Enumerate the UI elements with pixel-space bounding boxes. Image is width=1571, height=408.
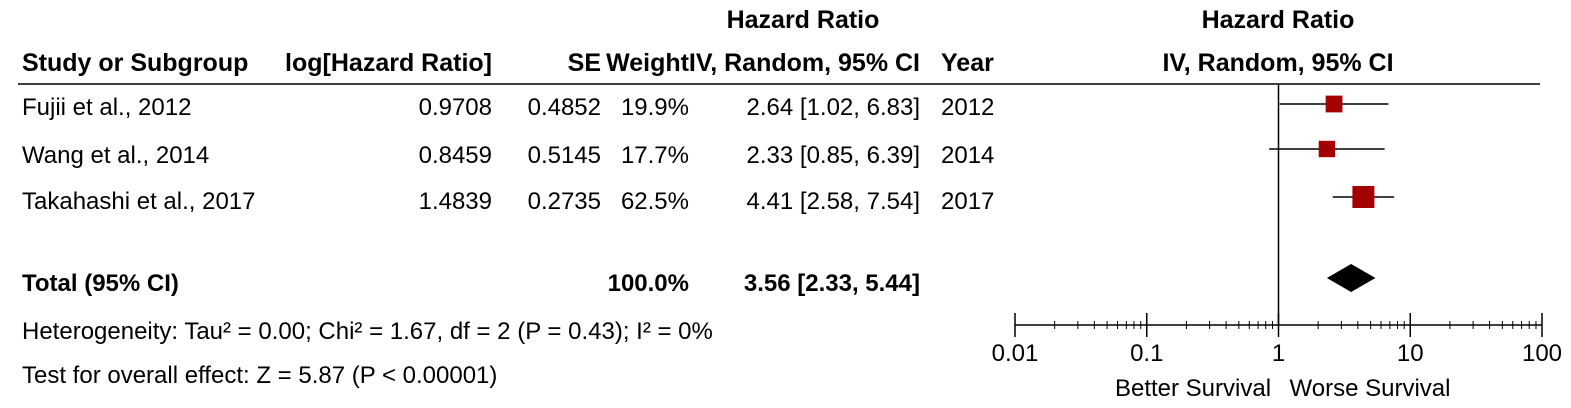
overall-effect-text: Test for overall effect: Z = 5.87 (P < 0… [22, 362, 497, 389]
header-weight: Weight [606, 49, 690, 77]
x-tick-label: 1 [1272, 340, 1285, 367]
study-weight: 62.5% [621, 188, 689, 215]
header-se: SE [568, 49, 601, 77]
plot-header-hazard-ratio: Hazard Ratio [1202, 6, 1355, 34]
study-se: 0.4852 [528, 94, 601, 121]
study-ci: 2.64 [1.02, 6.83] [747, 94, 920, 121]
study-year: 2014 [941, 142, 994, 169]
x-tick-label: 10 [1397, 340, 1424, 367]
left-direction-label: Better Survival [1115, 375, 1271, 402]
plot-area: 0.01 0.1 1 10 100 Better Survival Worse Surviv… [992, 85, 1562, 402]
header-log-hazard-ratio: log[Hazard Ratio] [285, 49, 492, 77]
total-weight: 100.0% [608, 270, 689, 297]
study-year: 2017 [941, 188, 994, 215]
x-tick-label: 0.1 [1130, 340, 1163, 367]
study-name: Wang et al., 2014 [22, 142, 209, 169]
header-year: Year [941, 49, 994, 77]
group-header-hazard-ratio: Hazard Ratio [727, 6, 880, 34]
x-tick-label: 100 [1522, 340, 1562, 367]
right-direction-label: Worse Survival [1290, 375, 1451, 402]
study-loghr: 0.8459 [419, 142, 492, 169]
header-ci: IV, Random, 95% CI [689, 49, 920, 77]
study-loghr: 1.4839 [419, 188, 492, 215]
pooled-diamond [1326, 264, 1376, 292]
total-label: Total (95% CI) [22, 270, 179, 297]
study-year: 2012 [941, 94, 994, 121]
study-loghr: 0.9708 [419, 94, 492, 121]
total-ci: 3.56 [2.33, 5.44] [744, 270, 920, 297]
effect-square [1318, 140, 1336, 158]
study-name: Fujii et al., 2012 [22, 94, 191, 121]
study-row: Wang et al., 2014 0.8459 0.5145 17.7% 2.… [22, 142, 994, 169]
total-row: Total (95% CI) 100.0% 3.56 [2.33, 5.44] [22, 270, 920, 297]
effect-square [1352, 186, 1375, 208]
heterogeneity-text: Heterogeneity: Tau² = 0.00; Chi² = 1.67,… [22, 318, 713, 345]
study-weight: 19.9% [621, 94, 689, 121]
study-ci: 4.41 [2.58, 7.54] [747, 188, 920, 215]
study-ci: 2.33 [0.85, 6.39] [747, 142, 920, 169]
header-study: Study or Subgroup [22, 49, 248, 77]
study-se: 0.5145 [528, 142, 601, 169]
plot-header-ci: IV, Random, 95% CI [1162, 49, 1393, 77]
x-tick-label: 0.01 [992, 340, 1039, 367]
study-name: Takahashi et al., 2017 [22, 188, 256, 215]
study-se: 0.2735 [528, 188, 601, 215]
effect-square [1325, 95, 1343, 113]
study-row: Fujii et al., 2012 0.9708 0.4852 19.9% 2… [22, 94, 994, 121]
study-weight: 17.7% [621, 142, 689, 169]
study-row: Takahashi et al., 2017 1.4839 0.2735 62.… [22, 188, 994, 215]
